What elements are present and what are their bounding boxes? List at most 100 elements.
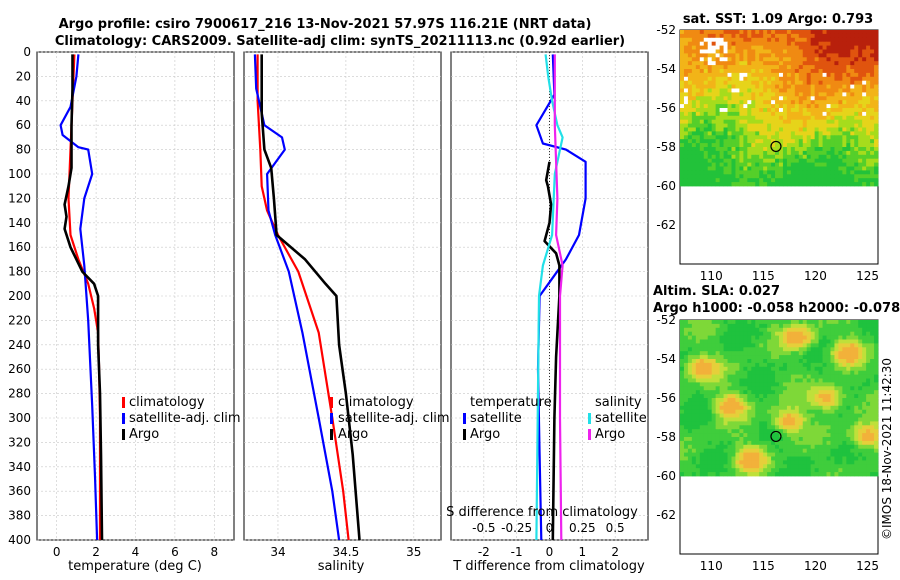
sla-cell bbox=[822, 440, 827, 446]
sst-cell bbox=[862, 57, 867, 62]
sst-cell bbox=[691, 37, 697, 43]
sla-cell bbox=[782, 327, 788, 333]
sst-cell bbox=[866, 143, 871, 148]
sla-cell bbox=[743, 327, 748, 333]
sla-cell bbox=[802, 390, 808, 395]
sst-cell bbox=[735, 84, 740, 89]
sst-cell bbox=[755, 92, 760, 97]
sla-cell bbox=[866, 417, 871, 422]
sst-cell bbox=[691, 108, 697, 113]
sla-cell bbox=[703, 327, 709, 333]
sst-cell bbox=[858, 170, 863, 175]
sla-cell bbox=[747, 335, 752, 340]
sst-cell bbox=[747, 143, 752, 148]
sst-cell bbox=[794, 131, 800, 136]
sla-cell bbox=[699, 425, 705, 430]
sst-cell bbox=[743, 104, 748, 109]
sst-cell bbox=[715, 119, 720, 124]
sst-cell bbox=[751, 37, 756, 43]
sla-cell bbox=[834, 362, 839, 368]
sst-cell bbox=[767, 100, 772, 105]
sla-cell bbox=[862, 335, 867, 340]
sla-cell bbox=[751, 429, 756, 434]
sst-cell bbox=[858, 123, 863, 128]
sst-cell bbox=[870, 108, 875, 113]
sla-cell bbox=[786, 444, 792, 450]
sla-cell bbox=[739, 339, 744, 344]
sst-cell bbox=[838, 150, 843, 156]
sla-cell bbox=[703, 374, 709, 379]
sst-cell bbox=[790, 127, 796, 132]
sla-cell bbox=[874, 401, 879, 407]
sst-cell bbox=[858, 111, 863, 117]
sst-cell bbox=[810, 166, 816, 171]
sst-cell bbox=[870, 174, 875, 179]
sst-cell bbox=[719, 80, 724, 85]
sst-cell bbox=[850, 174, 855, 179]
sst-cell bbox=[727, 178, 732, 183]
sst-cell bbox=[711, 92, 717, 97]
sst-cell bbox=[703, 96, 709, 101]
sla-cell bbox=[703, 425, 709, 430]
sst-cell bbox=[846, 37, 851, 43]
sla-cell bbox=[779, 347, 784, 352]
sla-cell bbox=[683, 382, 689, 387]
sla-cell bbox=[779, 429, 784, 434]
sst-cell bbox=[874, 49, 879, 54]
figure-title-line2: Climatology: CARS2009. Satellite-adj cli… bbox=[55, 34, 625, 49]
sla-cell bbox=[794, 320, 800, 325]
sst-cell bbox=[842, 158, 847, 163]
sla-cell bbox=[707, 444, 713, 450]
sla-cell bbox=[838, 331, 843, 336]
sst-cell bbox=[834, 154, 839, 160]
sla-cell bbox=[794, 394, 800, 399]
sla-cell bbox=[786, 448, 792, 453]
sla-cell bbox=[747, 421, 752, 426]
sla-cell bbox=[862, 331, 867, 336]
sst-cell bbox=[826, 49, 831, 54]
sst-cell bbox=[790, 111, 796, 117]
sla-cell bbox=[775, 444, 780, 450]
sst-cell bbox=[779, 123, 784, 128]
sst-cell bbox=[818, 92, 823, 97]
y-tick-label: 0 bbox=[23, 45, 31, 59]
sst-cell bbox=[775, 115, 780, 121]
sla-cell bbox=[731, 347, 736, 352]
sst-cell bbox=[771, 88, 776, 93]
sla-cell bbox=[870, 339, 875, 344]
sla-cell bbox=[775, 351, 780, 356]
sst-cell bbox=[822, 166, 827, 171]
sst-cell bbox=[826, 111, 831, 117]
sst-cell bbox=[691, 135, 697, 140]
sla-cell bbox=[771, 429, 776, 434]
sla-cell bbox=[771, 417, 776, 422]
sla-cell bbox=[763, 421, 768, 426]
sla-cell bbox=[846, 323, 851, 329]
sla-cell bbox=[711, 437, 717, 442]
sla-cell bbox=[683, 444, 689, 450]
sst-cell bbox=[695, 49, 701, 54]
sla-cell bbox=[771, 425, 776, 430]
sst-cell bbox=[822, 41, 827, 46]
sst-cell bbox=[735, 170, 740, 175]
sst-cell bbox=[751, 76, 756, 82]
sst-cell bbox=[866, 84, 871, 89]
sst-cell bbox=[731, 84, 736, 89]
sst-cell bbox=[695, 88, 701, 93]
sla-cell bbox=[735, 378, 740, 383]
sst-cell bbox=[802, 143, 808, 148]
sst-cell bbox=[826, 108, 831, 113]
sst-cell bbox=[683, 139, 689, 144]
sst-cell bbox=[862, 92, 867, 97]
sst-cell bbox=[794, 111, 800, 117]
sla-cell bbox=[775, 472, 780, 477]
sst-cell bbox=[731, 104, 736, 109]
sla-cell bbox=[838, 355, 843, 360]
sla-cell bbox=[838, 425, 843, 430]
sst-cell bbox=[739, 170, 744, 175]
sla-cell bbox=[683, 464, 689, 469]
sla-cell bbox=[874, 456, 879, 461]
sla-cell bbox=[771, 347, 776, 352]
sst-cell bbox=[870, 131, 875, 136]
sst-cell bbox=[810, 150, 816, 156]
